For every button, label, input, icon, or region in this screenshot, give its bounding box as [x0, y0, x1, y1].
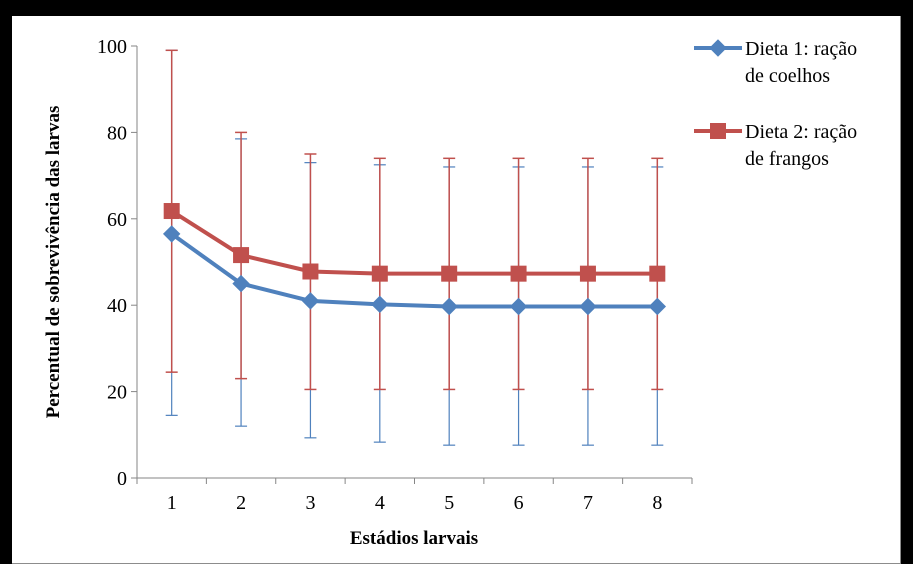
series-line — [170, 209, 658, 276]
x-tick-label: 5 — [444, 492, 454, 514]
data-point-square — [302, 263, 319, 280]
data-point-diamond — [579, 297, 597, 316]
y-tick-label: 80 — [107, 122, 127, 144]
y-axis-label: Percentual de sobrevivência das larvas — [43, 106, 64, 419]
y-tick-label: 60 — [107, 209, 127, 231]
y-tick-label: 0 — [117, 468, 127, 490]
legend-label: Dieta 1: ração — [745, 38, 857, 60]
legend-label: Dieta 2: ração — [745, 121, 857, 143]
data-point-square — [510, 265, 527, 282]
y-tick-label: 100 — [97, 36, 127, 58]
data-point-diamond — [709, 39, 727, 57]
x-ticks: 1 2 3 4 5 6 7 8 — [136, 478, 693, 514]
series-lines — [170, 209, 658, 309]
series-line — [170, 232, 658, 309]
series-markers — [162, 203, 667, 316]
data-point-square — [233, 247, 250, 264]
y-ticks: 0 20 40 60 80 100 — [97, 36, 137, 490]
data-point-square — [163, 203, 180, 220]
y-tick-label: 20 — [107, 382, 127, 404]
legend: Dieta 1: ração de coelhos Dieta 2: ração de… — [694, 38, 857, 170]
x-axis-label: Estádios larvais — [350, 528, 478, 549]
y-tick-label: 40 — [107, 295, 127, 317]
x-tick-label: 2 — [236, 492, 246, 514]
chart-frame: 0 20 40 60 80 100 1 2 3 4 5 6 7 8 Estádios larvais P… — [12, 16, 901, 564]
x-tick-label: 1 — [167, 492, 177, 514]
data-point-square — [649, 265, 666, 282]
x-tick-label: 8 — [652, 492, 662, 514]
axes — [136, 46, 692, 479]
data-point-square — [371, 265, 388, 282]
data-point-diamond — [232, 274, 250, 293]
x-tick-label: 7 — [583, 492, 593, 514]
line-chart: 0 20 40 60 80 100 1 2 3 4 5 6 7 8 Estádios larvais P… — [43, 36, 857, 549]
x-tick-label: 6 — [514, 492, 524, 514]
data-point-diamond — [301, 292, 320, 310]
data-point-diamond — [371, 295, 389, 314]
legend-entry: Dieta 2: ração de frangos — [694, 121, 857, 170]
legend-label: de coelhos — [745, 65, 830, 87]
legend-label: de frangos — [745, 148, 829, 170]
x-tick-label: 4 — [375, 492, 385, 514]
data-point-square — [441, 265, 458, 282]
data-point-diamond — [162, 225, 181, 243]
data-point-square — [579, 265, 596, 282]
data-point-diamond — [509, 297, 528, 316]
legend-entry: Dieta 1: ração de coelhos — [694, 38, 857, 87]
data-point-square — [710, 123, 726, 139]
x-tick-label: 3 — [305, 492, 315, 514]
data-point-diamond — [440, 297, 458, 316]
data-point-diamond — [648, 297, 667, 316]
